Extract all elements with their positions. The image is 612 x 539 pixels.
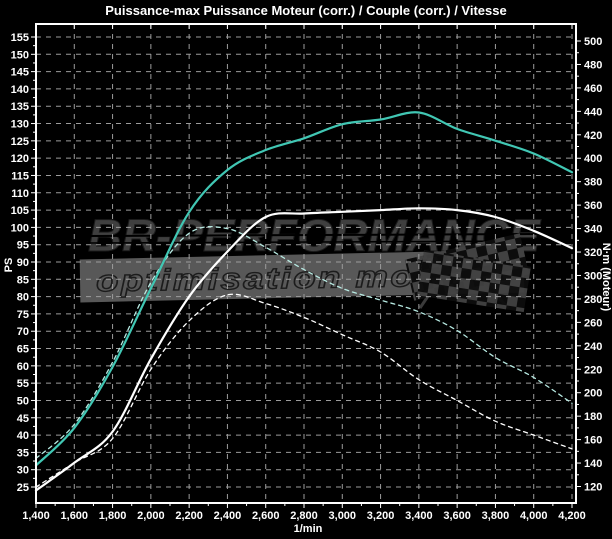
curve-torque-tuned — [34, 111, 574, 467]
right-axis-tick-label: 240 — [584, 341, 602, 353]
x-axis-tick-label: 1,400 — [22, 510, 50, 522]
brand-slit — [85, 240, 541, 244]
right-axis-tick-label: 480 — [584, 59, 602, 71]
right-axis-title: N·m (Moteur) — [600, 243, 612, 312]
left-axis-tick-label: 45 — [17, 413, 29, 425]
left-axis-tick-label: 125 — [11, 136, 29, 148]
x-axis-tick-label: 3,600 — [443, 510, 471, 522]
left-axis-tick-label: 80 — [17, 292, 29, 304]
plot-frame — [35, 23, 577, 504]
left-axis-tick-label: 60 — [17, 361, 29, 373]
left-axis-tick-label: 30 — [17, 465, 29, 477]
left-axis-tick-label: 35 — [17, 447, 29, 459]
x-axis-tick-label: 3,200 — [367, 510, 395, 522]
x-axis-title: 1/min — [294, 523, 323, 535]
x-axis-tick-label: 4,000 — [520, 510, 548, 522]
left-axis-tick-label: 115 — [11, 170, 29, 182]
right-axis-tick-label: 420 — [584, 130, 602, 142]
left-axis-tick-label: 70 — [17, 326, 29, 338]
left-axis-tick-label: 100 — [11, 222, 29, 234]
curve-torque-stock — [35, 226, 573, 460]
right-axis-tick-label: 360 — [584, 200, 602, 212]
grid-layer — [36, 24, 576, 503]
left-axis-tick-label: 55 — [17, 378, 29, 390]
brand-slit — [85, 233, 541, 237]
left-axis-title: PS — [3, 258, 15, 273]
left-axis-tick-label: 145 — [11, 67, 29, 79]
x-axis-tick-label: 2,400 — [214, 510, 242, 522]
right-axis-tick-label: 400 — [584, 153, 602, 165]
checkered-flag-icon — [404, 233, 531, 313]
left-axis-tick-label: 110 — [11, 188, 29, 200]
x-axis-tick-label: 3,800 — [482, 510, 510, 522]
left-axis-tick-label: 25 — [17, 482, 29, 494]
right-axis-tick-label: 260 — [584, 317, 602, 329]
left-axis-tick-label: 150 — [11, 49, 29, 61]
right-axis-tick-label: 380 — [584, 177, 602, 189]
left-axis-tick-label: 50 — [17, 395, 29, 407]
axis-layer: 25 30 35 40 45 50 55 60 65 70 75 80 85 90 95 100 105 110 1… — [3, 24, 612, 535]
right-axis-tick-label: 220 — [584, 364, 602, 376]
right-axis-tick-label: 320 — [584, 247, 602, 259]
left-axis-tick-label: 95 — [17, 240, 29, 252]
left-axis-tick-label: 105 — [11, 205, 29, 217]
right-axis-tick-label: 180 — [584, 411, 602, 423]
chart-title: Puissance-max Puissance Moteur (corr.) /… — [105, 3, 507, 18]
left-axis-tick-label: 130 — [11, 119, 29, 131]
right-axis-tick-label: 440 — [584, 106, 602, 118]
left-axis-tick-label: 85 — [17, 274, 29, 286]
right-axis-tick-label: 200 — [584, 388, 602, 400]
right-axis-tick-label: 500 — [584, 36, 602, 48]
right-axis-tick-label: 280 — [584, 294, 602, 306]
left-axis-tick-label: 155 — [11, 32, 29, 44]
left-axis-tick-label: 90 — [17, 257, 29, 269]
x-axis-tick-label: 2,000 — [137, 510, 165, 522]
left-axis-tick-label: 135 — [11, 101, 29, 113]
curve-power-stock — [35, 293, 573, 488]
x-axis-tick-label: 3,400 — [405, 510, 433, 522]
curve-power-tuned — [34, 207, 574, 492]
right-axis-tick-label: 140 — [584, 458, 602, 470]
left-axis-tick-label: 120 — [11, 153, 29, 165]
right-axis-tick-label: 340 — [584, 224, 602, 236]
left-axis-tick-label: 65 — [17, 344, 29, 356]
right-axis-tick-label: 460 — [584, 83, 602, 95]
x-axis-tick-label: 4,200 — [558, 510, 586, 522]
x-axis-tick-label: 3,000 — [329, 510, 357, 522]
x-axis-tick-label: 2,600 — [252, 510, 280, 522]
right-axis-tick-label: 160 — [584, 435, 602, 447]
x-axis-tick-label: 1,600 — [61, 510, 89, 522]
x-axis-tick-label: 2,200 — [175, 510, 203, 522]
left-axis-tick-label: 140 — [11, 84, 29, 96]
left-axis-tick-label: 40 — [17, 430, 29, 442]
x-axis-tick-label: 1,800 — [99, 510, 127, 522]
right-axis-tick-label: 120 — [584, 482, 602, 494]
right-axis-tick-label: 300 — [584, 270, 602, 282]
x-axis-tick-label: 2,800 — [290, 510, 318, 522]
left-axis-tick-label: 75 — [17, 309, 29, 321]
